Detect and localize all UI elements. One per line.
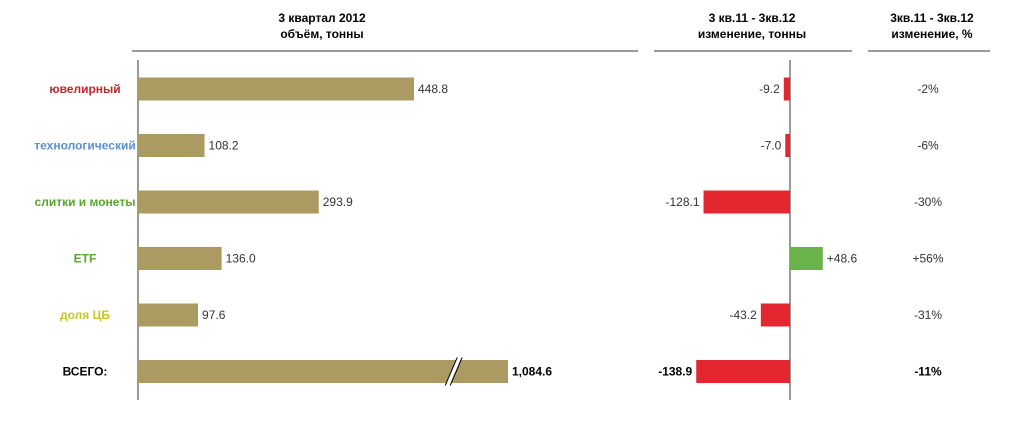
- change-bar: [785, 134, 790, 157]
- category-label: ETF: [74, 252, 97, 266]
- category-label: ювелирный: [49, 82, 120, 96]
- headers: 3 квартал 2012 объём, тонны 3 кв.11 - 3к…: [278, 11, 974, 41]
- volume-bar: [138, 190, 319, 214]
- volume-value-label: 108.2: [209, 139, 239, 153]
- volume-bar: [138, 134, 205, 157]
- category-label: доля ЦБ: [60, 308, 110, 322]
- category-label: слитки и монеты: [35, 195, 136, 209]
- percent-change-label: -30%: [914, 195, 942, 209]
- header-volume-line1: 3 квартал 2012: [278, 11, 366, 25]
- volume-value-label: 448.8: [418, 82, 448, 96]
- chart-rows: ювелирный 448.8 -9.2 -2% технологический 108.…: [34, 77, 944, 387]
- header-change-pct-line1: 3кв.11 - 3кв.12: [890, 11, 974, 25]
- header-change-pct-line2: изменение, %: [891, 27, 972, 41]
- change-value-label: -138.9: [658, 365, 692, 379]
- percent-change-label: +56%: [912, 252, 943, 266]
- change-bar: [760, 303, 790, 327]
- volume-bar: [138, 360, 508, 383]
- chart-row: технологический 108.2 -7.0 -6%: [34, 134, 939, 157]
- axis-break-mark: [444, 357, 458, 386]
- volume-bar: [138, 247, 222, 270]
- change-value-label: -43.2: [729, 308, 757, 322]
- change-bar: [790, 247, 823, 270]
- chart-row: слитки и монеты 293.9 -128.1 -30%: [35, 190, 942, 214]
- axis-break-mark: [449, 357, 463, 386]
- axis-break-gap: [445, 356, 462, 387]
- category-label: ВСЕГО:: [63, 365, 108, 379]
- change-value-label: -9.2: [759, 82, 780, 96]
- volume-bar: [138, 77, 415, 101]
- percent-change-label: -2%: [917, 82, 939, 96]
- volume-value-label: 293.9: [323, 195, 353, 209]
- header-volume-line2: объём, тонны: [280, 27, 363, 41]
- volume-value-label: 136.0: [226, 252, 256, 266]
- chart-row: ювелирный 448.8 -9.2 -2%: [49, 77, 939, 101]
- volume-bar: [138, 303, 199, 327]
- volume-value-label: 1,084.6: [512, 365, 552, 379]
- change-value-label: -7.0: [761, 139, 782, 153]
- header-change-tonnes-line1: 3 кв.11 - 3кв.12: [709, 11, 796, 25]
- chart-row: ETF 136.0 +48.6 +56%: [74, 247, 944, 270]
- change-value-label: +48.6: [827, 252, 858, 266]
- change-value-label: -128.1: [666, 195, 700, 209]
- percent-change-label: -31%: [914, 308, 942, 322]
- percent-change-label: -11%: [914, 365, 942, 379]
- percent-change-label: -6%: [917, 139, 939, 153]
- chart-row: ВСЕГО: 1,084.6 -138.9 -11%: [63, 356, 942, 387]
- volume-value-label: 97.6: [202, 308, 226, 322]
- header-change-tonnes-line2: изменение, тонны: [698, 27, 806, 41]
- chart-row: доля ЦБ 97.6 -43.2 -31%: [60, 303, 942, 327]
- change-bar: [783, 77, 790, 101]
- change-bar: [696, 360, 790, 383]
- category-label: технологический: [34, 139, 135, 153]
- change-bar: [703, 190, 790, 214]
